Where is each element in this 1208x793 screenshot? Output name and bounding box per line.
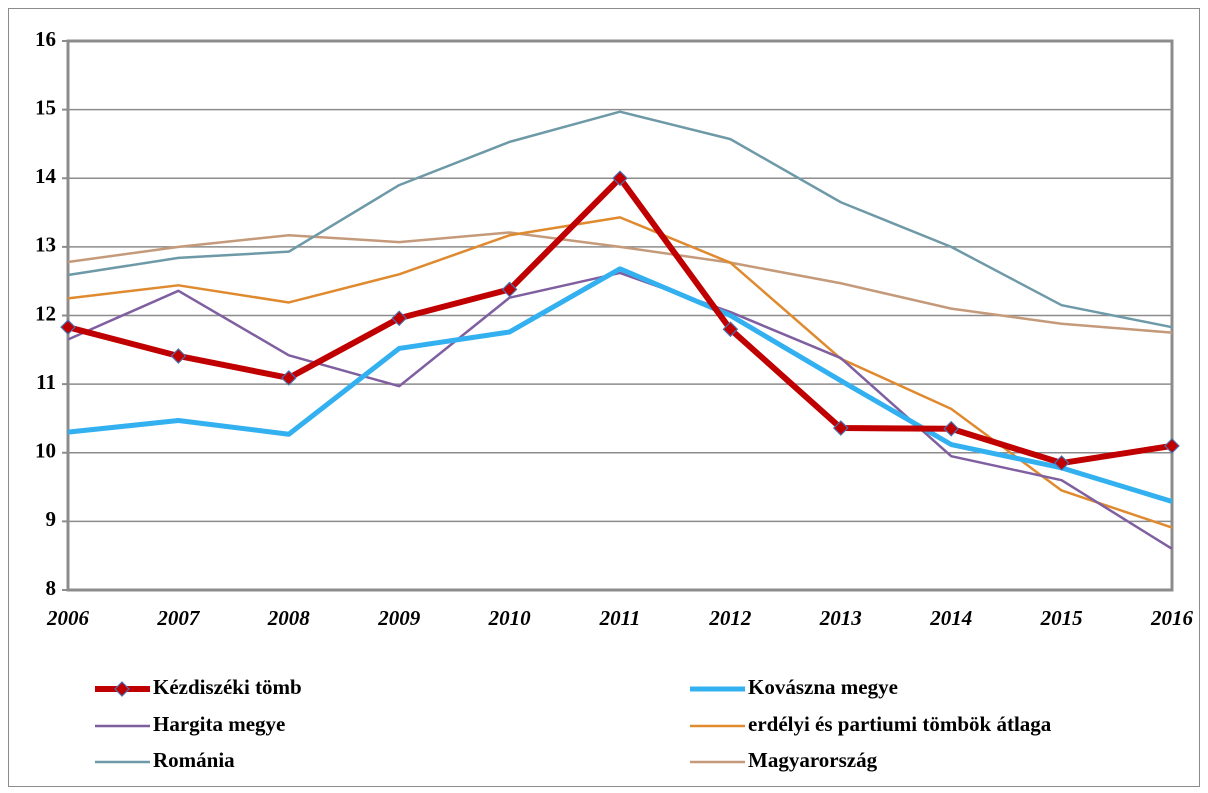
y-tick-label: 11 xyxy=(36,370,56,394)
y-tick-label: 16 xyxy=(35,27,56,51)
point-marker xyxy=(170,348,187,364)
legend-label: Kovászna megye xyxy=(748,675,898,699)
legend-label: Románia xyxy=(153,748,235,772)
y-tick-label: 10 xyxy=(35,439,56,463)
y-tick-label: 8 xyxy=(46,576,57,600)
x-tick-label: 2010 xyxy=(488,606,532,630)
x-tick-label: 2008 xyxy=(267,606,311,630)
plot-border xyxy=(66,39,1174,592)
legend-label: Hargita megye xyxy=(153,712,285,736)
series-line xyxy=(67,271,1173,550)
point-marker xyxy=(60,319,76,336)
series-line xyxy=(67,266,1173,504)
y-tick-label: 9 xyxy=(46,507,57,531)
point-marker xyxy=(722,321,739,338)
legend-label: erdélyi és partiumi tömbök átlaga xyxy=(748,712,1052,736)
x-tick-label: 2016 xyxy=(1150,606,1194,630)
x-tick-label: 2006 xyxy=(46,606,90,630)
point-marker xyxy=(280,370,297,386)
x-tick-label: 2015 xyxy=(1040,606,1083,630)
x-tick-label: 2014 xyxy=(929,606,972,630)
x-tick-label: 2009 xyxy=(377,606,421,630)
point-marker xyxy=(501,281,518,298)
series-line xyxy=(67,231,1173,334)
point-marker xyxy=(1164,438,1180,454)
x-tick-label: 2007 xyxy=(156,606,201,630)
series-line xyxy=(67,216,1173,529)
y-tick-label: 13 xyxy=(35,233,56,257)
x-tick-label: 2012 xyxy=(708,606,752,630)
point-marker xyxy=(1053,455,1070,471)
legend-marker xyxy=(114,681,130,697)
y-tick-label: 15 xyxy=(35,95,56,119)
point-marker xyxy=(391,310,408,327)
point-marker xyxy=(612,170,628,187)
legend-label: Magyarország xyxy=(748,748,878,772)
legend-label: Kézdiszéki tömb xyxy=(153,675,302,699)
x-tick-label: 2013 xyxy=(819,606,862,630)
series-line xyxy=(67,110,1173,329)
point-marker xyxy=(943,420,960,437)
chart-border xyxy=(8,8,1200,787)
x-tick-label: 2011 xyxy=(599,606,641,630)
y-tick-label: 14 xyxy=(35,164,57,188)
point-marker xyxy=(832,420,849,436)
y-tick-label: 12 xyxy=(35,301,56,325)
